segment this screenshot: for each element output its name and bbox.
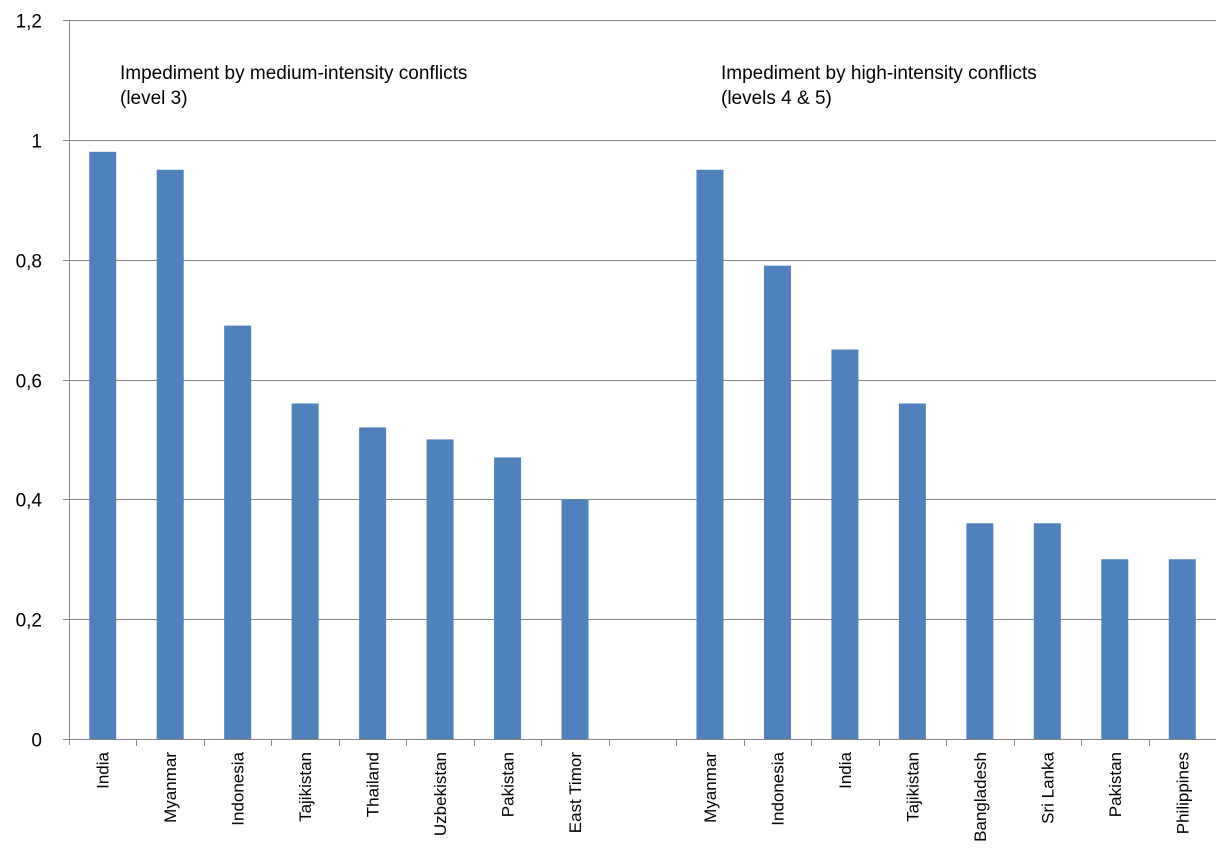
annotation-medium-line1: Impediment by medium-intensity conflicts (120, 63, 467, 84)
bar-tajikistan-3 (291, 403, 319, 739)
axes (63, 20, 1216, 746)
bar-myanmar-9 (696, 169, 724, 739)
x-tick-label: India (836, 751, 855, 788)
x-tick-label: Thailand (364, 752, 383, 817)
y-tick-label: 1,2 (16, 12, 42, 33)
y-tick-labels: 0 0,2 0,4 0,6 0,8 1 1,2 (16, 12, 43, 752)
bar-indonesia-10 (763, 265, 791, 739)
annotation-medium-line2: (level 3) (120, 88, 188, 109)
bar-pakistan-6 (494, 457, 522, 739)
x-tick-label: Tajikistan (296, 752, 315, 822)
bar-east-timor-7 (561, 499, 589, 739)
y-tick-label: 0,2 (16, 611, 42, 632)
y-tick-label: 1 (31, 132, 42, 153)
bars (89, 151, 1196, 740)
x-tick-label: Myanmar (161, 752, 180, 823)
annotation-high-line2: (levels 4 & 5) (721, 88, 832, 109)
x-tick-label: Pakistan (1106, 752, 1125, 817)
annotation-high-line1: Impediment by high-intensity conflicts (721, 63, 1037, 84)
x-tick-label: Pakistan (499, 752, 518, 817)
x-tick-label: Uzbekistan (431, 752, 450, 836)
gridlines (69, 20, 1216, 620)
bar-pakistan-15 (1101, 559, 1129, 739)
bar-thailand-4 (359, 427, 387, 739)
x-tick-label: Myanmar (701, 752, 720, 823)
x-tick-label: East Timor (566, 752, 585, 834)
x-tick-label: Sri Lanka (1038, 751, 1057, 823)
bar-india-0 (89, 151, 117, 740)
bar-tajikistan-12 (898, 403, 926, 739)
x-tick-label: India (94, 751, 113, 788)
y-tick-label: 0,4 (16, 491, 43, 512)
y-tick-label: 0,8 (16, 252, 42, 273)
x-tick-label: Indonesia (229, 751, 248, 825)
x-tick-label: Tajikistan (903, 752, 922, 822)
bar-sri-lanka-14 (1033, 523, 1061, 739)
bar-myanmar-1 (156, 169, 184, 739)
annotations: Impediment by medium-intensity conflicts… (120, 63, 1037, 109)
bar-philippines-16 (1168, 559, 1196, 739)
x-tick-label: Indonesia (768, 751, 787, 825)
x-tick-label: Bangladesh (971, 752, 990, 842)
y-tick-label: 0 (31, 731, 42, 752)
y-tick-label: 0,6 (16, 372, 42, 393)
bar-indonesia-2 (224, 325, 252, 739)
bar-bangladesh-13 (966, 523, 994, 739)
x-tick-label: Philippines (1173, 752, 1192, 834)
bar-uzbekistan-5 (426, 439, 454, 739)
x-tick-labels: India Myanmar Indonesia Tajikistan Thailand U… (94, 751, 1193, 841)
bar-india-11 (831, 349, 859, 739)
